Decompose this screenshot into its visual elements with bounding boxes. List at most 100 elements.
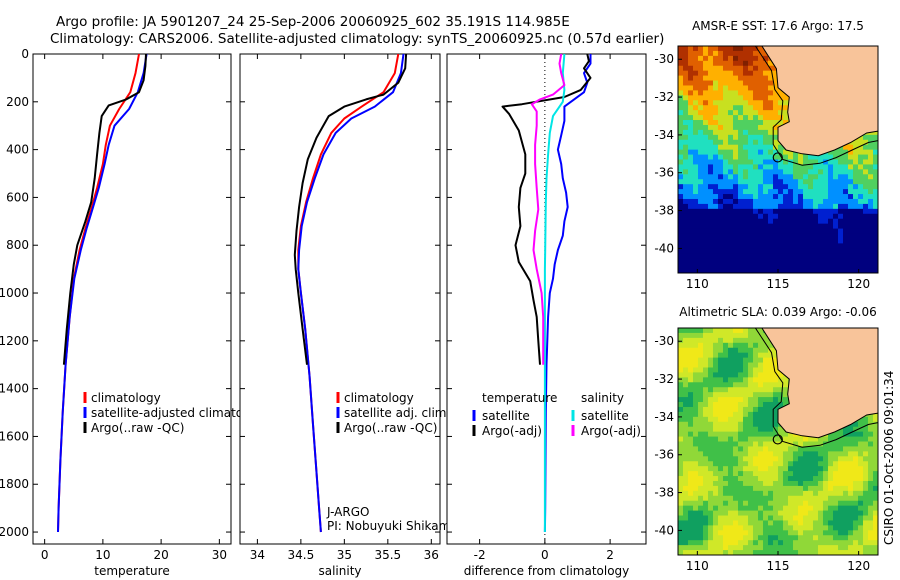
map-cell — [863, 471, 869, 477]
map-cell — [678, 515, 684, 522]
map-cell — [783, 203, 789, 210]
map-cell — [828, 154, 834, 161]
map-cell — [763, 347, 769, 354]
map-cell — [703, 120, 709, 126]
map-cell — [843, 179, 849, 185]
y-tick-label: -34 — [654, 128, 674, 142]
map-cell — [838, 490, 844, 497]
map-cell — [703, 198, 709, 205]
map-cell — [803, 471, 809, 477]
map-cell — [843, 550, 849, 555]
map-cell — [853, 520, 859, 526]
map-cell — [728, 520, 734, 526]
map-cell — [708, 377, 714, 383]
map-cell — [828, 159, 834, 166]
map-cell — [743, 198, 749, 205]
map-cell — [733, 194, 739, 200]
map-cell — [858, 530, 864, 536]
map-cell — [818, 461, 824, 467]
map-cell — [738, 451, 744, 457]
map-cell — [763, 189, 769, 195]
map-cell — [813, 184, 819, 190]
map-cell — [768, 377, 774, 383]
map-cell — [693, 124, 699, 131]
map-cell — [858, 480, 864, 487]
map-cell — [808, 213, 814, 220]
map-cell — [743, 530, 749, 536]
map-cell — [778, 485, 784, 492]
map-cell — [708, 416, 714, 423]
map-cell — [703, 233, 709, 240]
map-cell — [773, 75, 779, 82]
map-cell — [678, 328, 684, 334]
map-cell — [718, 100, 724, 106]
map-cell — [783, 441, 789, 448]
map-cell — [778, 515, 784, 522]
map-cell — [823, 505, 829, 512]
map-cell — [868, 545, 874, 551]
map-cell — [863, 218, 869, 225]
map-cell — [703, 406, 709, 413]
map-cell — [698, 362, 704, 369]
map-cell — [708, 485, 714, 492]
map-cell — [698, 110, 704, 116]
map-cell — [703, 446, 709, 452]
map-cell — [778, 258, 784, 264]
map-cell — [763, 550, 769, 555]
map-cell — [728, 253, 734, 259]
map-cell — [718, 189, 724, 195]
map-cell — [873, 233, 878, 240]
map-cell — [698, 184, 704, 190]
map-cell — [693, 169, 699, 175]
map-cell — [823, 471, 829, 477]
map-cell — [838, 184, 844, 190]
map-cell — [753, 367, 759, 374]
map-cell — [708, 65, 714, 72]
map-cell — [768, 431, 774, 438]
map-cell — [743, 213, 749, 220]
map-cell — [693, 466, 699, 472]
map-cell — [873, 431, 878, 438]
map-cell — [718, 75, 724, 82]
map-cell — [818, 203, 824, 210]
map-cell — [698, 332, 704, 339]
map-cell — [848, 471, 854, 477]
map-cell — [763, 75, 769, 82]
map-cell — [723, 218, 729, 225]
map-cell — [778, 451, 784, 457]
map-cell — [853, 179, 859, 185]
map-cell — [748, 357, 754, 364]
map-cell — [838, 179, 844, 185]
map-cell — [818, 194, 824, 200]
map-cell — [743, 124, 749, 131]
map-cell — [698, 164, 704, 170]
map-cell — [873, 169, 878, 175]
map-cell — [743, 159, 749, 166]
map-cell — [718, 550, 724, 555]
map-cell — [773, 550, 779, 555]
map-cell — [843, 540, 849, 546]
map-cell — [813, 476, 819, 482]
map-cell — [808, 169, 814, 175]
credit-label: CSIRO 01-Oct-2006 09:01:34 — [882, 371, 896, 545]
map-cell — [763, 238, 769, 244]
map-cell — [703, 46, 709, 52]
map-cell — [678, 490, 684, 497]
map-cell — [823, 461, 829, 467]
map-cell — [858, 169, 864, 175]
map-cell — [708, 75, 714, 82]
map-cell — [698, 485, 704, 492]
map-cell — [853, 456, 859, 462]
map-cell — [688, 169, 694, 175]
map-cell — [783, 397, 789, 403]
x-tick-label: 110 — [686, 277, 709, 291]
map-cell — [808, 159, 814, 166]
map-cell — [708, 213, 714, 220]
map-cell — [813, 505, 819, 512]
map-cell — [718, 154, 724, 161]
map-cell — [798, 550, 804, 555]
map-cell — [803, 525, 809, 531]
map-cell — [783, 198, 789, 205]
map-cell — [853, 505, 859, 512]
map-cell — [693, 228, 699, 235]
